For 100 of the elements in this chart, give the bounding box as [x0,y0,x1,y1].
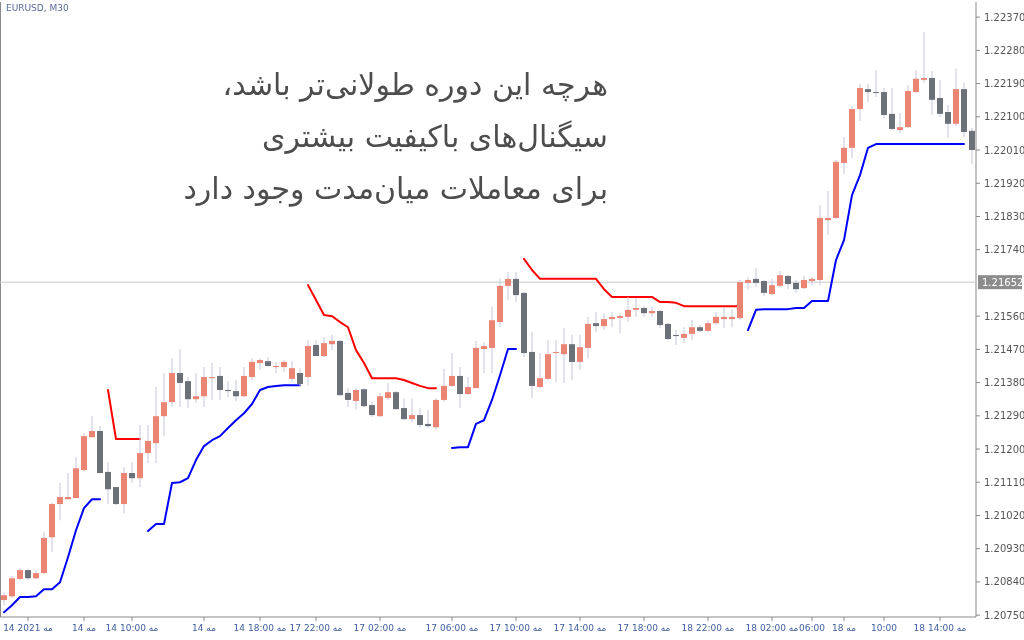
y-tick-label: 1.21290 [984,410,1024,422]
candlestick [217,366,223,401]
candlestick [417,407,423,429]
candlestick [681,326,687,344]
candlestick [897,112,903,134]
candlestick [289,360,295,383]
annotation: برای معاملات میان‌مدت وجود دارد [183,171,608,207]
candlestick [385,382,391,401]
candlestick [721,306,727,329]
candlestick [633,297,639,318]
candlestick [617,312,623,334]
candlestick [625,296,631,323]
x-tick-label: 17 مه 02:00 [353,623,407,633]
candlestick [441,368,447,403]
candlestick [105,461,111,505]
x-tick-label: 14 مه [192,623,217,633]
candlestick [361,387,367,408]
x-tick-label: 18 مه [832,623,857,633]
y-tick-label: 1.20930 [984,543,1024,555]
y-tick-label: 1.21740 [984,244,1024,256]
candlestick [465,376,471,396]
chart-title: EURUSD, M30 [6,3,69,13]
candlestick [113,486,119,506]
candlestick [881,87,887,119]
candlestick [609,311,615,328]
annotation: سیگنال‌های باکیفیت بیشتری [261,119,608,155]
x-tick-label: 17 مه 10:00 [489,623,543,633]
candlestick [297,367,303,388]
candlestick [281,359,287,373]
candlestick [161,372,167,437]
x-tick-label: 10:00 [871,623,898,633]
candlestick [9,575,15,599]
y-tick-label: 1.20750 [984,609,1024,621]
candlestick [585,316,591,359]
x-tick-label: 18 مه 14:00 [913,623,967,633]
y-tick-label: 1.21020 [984,509,1024,521]
candlestick [57,482,63,521]
y-tick-label: 1.21830 [984,210,1024,222]
x-tick-label: 18 مه 22:00 [681,623,735,633]
candlestick [241,366,247,398]
candlestick [841,136,847,175]
candlestick [409,397,415,423]
candlestick [561,327,567,384]
y-tick-label: 1.21110 [984,476,1024,488]
x-tick-label: 17 مه 22:00 [289,623,343,633]
candlestick [657,309,663,329]
candlestick [201,366,207,408]
candlestick [129,461,135,484]
y-tick-label: 1.21470 [984,343,1024,355]
candlestick [945,104,951,139]
y-tick-label: 1.21560 [984,310,1024,322]
x-tick-label: 18 مه 02:00 [745,623,799,633]
candlestick [457,366,463,409]
x-tick-label: 14 مه 2021 [3,623,54,633]
candlestick [641,305,647,318]
candlestick [145,424,151,464]
y-tick-label: 1.21920 [984,177,1024,189]
candlestick [481,341,487,374]
y-tick-label: 1.21380 [984,377,1024,389]
y-tick-label: 1.21200 [984,443,1024,455]
candlestick [601,312,607,331]
candlestick [537,352,543,389]
candlestick [193,372,199,404]
candlestick [569,334,575,381]
candlestick [377,392,383,418]
y-tick-label: 1.22280 [984,44,1024,56]
candlestick [729,308,735,328]
candlestick [913,69,919,94]
candlestick [177,348,183,408]
candlestick [577,334,583,371]
candlestick [713,311,719,326]
ref-line-label: 1.21652 [982,276,1024,288]
candlestick [249,357,255,381]
candlestick [345,387,351,408]
x-tick-label: 17 مه 18:00 [617,623,671,633]
candlestick [929,70,935,116]
candlestick [233,379,239,402]
candlestick [65,472,71,500]
candlestick [857,83,863,122]
candlestick [393,390,399,411]
candlestick [321,336,327,358]
candlestick [257,357,263,371]
x-tick-label: 14 مه [72,623,97,633]
y-tick-label: 1.20840 [984,576,1024,588]
candlestick [401,397,407,421]
candlestick [649,306,655,318]
candlestick [353,387,359,411]
candlestick [921,31,927,84]
y-tick-label: 1.22370 [984,11,1024,23]
candlestick [865,83,871,103]
candlestick [449,352,455,388]
y-tick-label: 1.22100 [984,111,1024,123]
candlestick [825,190,831,236]
candlestick [425,409,431,429]
x-tick-label: 17 مه 06:00 [425,623,479,633]
candlestick [889,87,895,131]
candlestick [1,591,7,606]
candlestick [689,319,695,341]
x-tick-label: 14 مه 10:00 [105,623,159,633]
x-tick-label: 17 مه 14:00 [553,623,607,633]
